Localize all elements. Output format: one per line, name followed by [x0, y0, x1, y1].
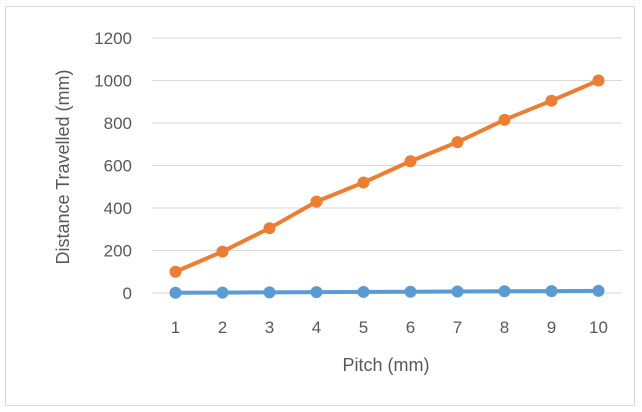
series-line — [173, 78, 601, 274]
y-axis-title: Distance Travelled (mm) — [53, 69, 73, 264]
data-point — [169, 286, 182, 299]
x-tick-label: 3 — [265, 318, 274, 337]
data-point — [592, 74, 605, 87]
data-point — [357, 285, 370, 298]
x-tick-label: 4 — [312, 318, 321, 337]
series-group — [169, 74, 605, 299]
data-point — [498, 285, 511, 298]
data-point — [357, 176, 370, 189]
x-tick-label: 6 — [406, 318, 415, 337]
x-tick-label: 10 — [589, 318, 608, 337]
data-point — [263, 222, 276, 235]
data-point — [545, 285, 558, 298]
y-tick-label: 1200 — [94, 29, 132, 48]
data-point — [404, 155, 417, 168]
y-tick-label: 1000 — [94, 72, 132, 91]
y-tick-label: 200 — [104, 242, 132, 261]
x-tick-label: 8 — [500, 318, 509, 337]
data-point — [216, 286, 229, 299]
data-point — [216, 245, 229, 258]
y-axis-ticks: 0 200 400 600 800 1000 1200 — [94, 29, 132, 303]
y-tick-label: 400 — [104, 199, 132, 218]
x-tick-label: 2 — [218, 318, 227, 337]
data-point — [310, 195, 323, 208]
x-axis-title: Pitch (mm) — [343, 355, 430, 375]
series-2 — [169, 74, 605, 278]
x-tick-label: 1 — [171, 318, 180, 337]
series-1 — [169, 284, 605, 299]
x-tick-label: 9 — [547, 318, 556, 337]
data-point — [169, 265, 182, 278]
y-tick-label: 800 — [104, 114, 132, 133]
data-point — [592, 284, 605, 297]
y-tick-label: 600 — [104, 157, 132, 176]
x-tick-label: 5 — [359, 318, 368, 337]
data-point — [545, 94, 558, 107]
data-point — [263, 286, 276, 299]
data-point — [451, 136, 464, 149]
y-tick-label: 0 — [123, 284, 132, 303]
data-point — [404, 285, 417, 298]
data-point — [498, 113, 511, 126]
data-point — [310, 286, 323, 299]
series-line — [173, 288, 601, 295]
data-point — [451, 285, 464, 298]
x-axis-ticks: 1 2 3 4 5 6 7 8 9 10 — [171, 318, 608, 337]
x-tick-label: 7 — [453, 318, 462, 337]
